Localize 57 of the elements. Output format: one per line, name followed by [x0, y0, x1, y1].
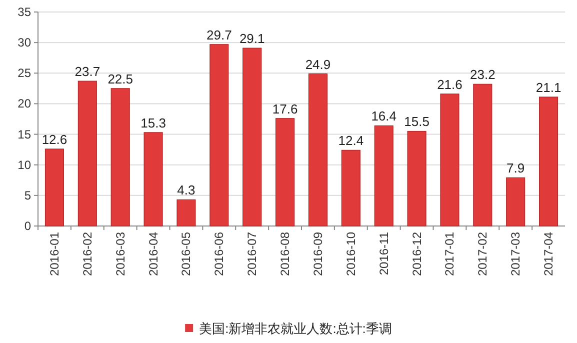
data-label: 23.2 [470, 67, 496, 82]
y-tick-label: 0 [24, 219, 32, 233]
bar [176, 199, 196, 226]
data-label: 4.3 [177, 182, 196, 198]
y-tick-label: 10 [18, 158, 32, 172]
bar [539, 96, 558, 226]
data-label: 23.7 [74, 64, 100, 80]
legend-label: 美国:新增非农就业人数:总计:季调 [199, 321, 392, 336]
bar [308, 73, 328, 226]
y-tick-label: 5 [24, 188, 32, 202]
bar [374, 125, 394, 226]
bar [44, 148, 64, 226]
bar [440, 94, 460, 226]
bar [144, 132, 163, 226]
bar [341, 150, 360, 226]
data-label: 24.9 [305, 56, 331, 72]
x-tick-label: 2016-08 [278, 232, 292, 276]
data-label: 21.1 [536, 80, 562, 95]
bar [407, 130, 426, 226]
x-tick-label: 2016-04 [146, 232, 160, 276]
x-tick-label: 2016-10 [344, 232, 358, 276]
x-tick-label: 2016-01 [47, 232, 62, 276]
y-tick-label: 15 [18, 127, 32, 142]
bar [276, 118, 295, 226]
x-tick-label: 2017-01 [442, 232, 457, 276]
data-label: 21.6 [437, 76, 462, 92]
y-tick-label: 25 [18, 66, 32, 80]
bar [506, 177, 526, 226]
x-tick-label: 2016-05 [179, 232, 194, 276]
data-label: 15.5 [404, 114, 430, 130]
data-label: 12.4 [338, 133, 364, 148]
x-tick-label: 2016-11 [376, 232, 391, 276]
x-tick-label: 2016-03 [113, 232, 128, 276]
x-tick-label: 2016-12 [410, 232, 424, 276]
y-tick-label: 20 [18, 96, 32, 111]
x-tick-label: 2016-02 [80, 232, 94, 276]
x-tick-label: 2016-09 [310, 232, 325, 276]
x-tick-label: 2016-06 [212, 232, 226, 276]
bar [210, 44, 229, 226]
data-label: 22.5 [108, 71, 133, 86]
x-tick-label: 2016-07 [245, 232, 260, 276]
bar [110, 88, 130, 226]
data-label: 17.6 [272, 101, 298, 116]
data-label: 29.7 [206, 27, 232, 42]
x-tick-label: 2017-03 [508, 232, 523, 276]
y-tick-label: 30 [18, 36, 32, 50]
data-label: 16.4 [371, 108, 396, 124]
bar [242, 48, 262, 226]
x-tick-label: 2017-04 [542, 232, 556, 276]
data-label: 15.3 [140, 115, 166, 130]
y-tick-label: 35 [18, 5, 32, 19]
bar [473, 84, 492, 226]
x-tick-label: 2017-02 [476, 232, 490, 276]
data-label: 12.6 [42, 132, 68, 147]
data-label: 7.9 [506, 160, 525, 176]
data-label: 29.1 [239, 31, 265, 46]
bar [78, 80, 97, 226]
